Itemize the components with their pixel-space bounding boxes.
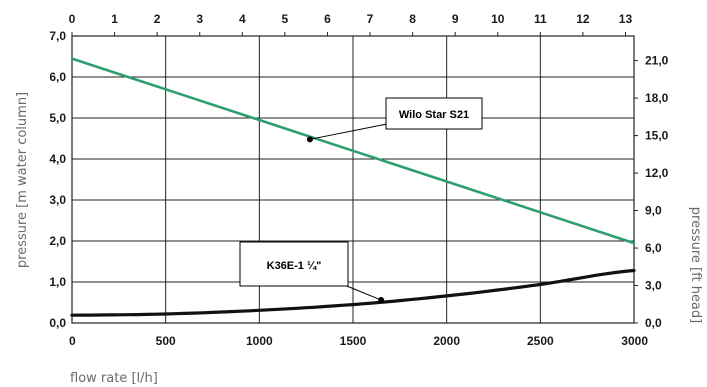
callout-leader-wilo (309, 122, 393, 140)
top-tick-label: 4 (239, 12, 246, 26)
y-tick-label: 0,0 (49, 316, 66, 330)
x-tick-label: 2500 (527, 334, 554, 348)
top-tick-label: 0 (69, 12, 76, 26)
plot-frame (71, 35, 635, 324)
right-tick-label: 9,0 (645, 204, 662, 218)
y-tick-label: 3,0 (49, 193, 66, 207)
top-tick-label: 12 (576, 12, 590, 26)
top-tick-label: 3 (196, 12, 203, 26)
x-tick-label: 0 (69, 334, 76, 348)
top-axis: 0 1 2 3 4 5 6 7 8 9 10 11 12 13 (69, 12, 633, 36)
y-axis-right-title: pressure [ft head] (688, 207, 703, 323)
callout-leader-k36e (341, 283, 382, 301)
top-tick-label: 10 (491, 12, 505, 26)
right-tick-label: 3,0 (645, 279, 662, 293)
callout-label-k36e: K36E-1 ¼" (267, 260, 322, 272)
callouts: Wilo Star S21 K36E-1 ¼" (239, 97, 483, 304)
series-line-wilo (70, 57, 636, 245)
x-axis-title: flow rate [l/h] (70, 371, 158, 386)
callout-box-wilo (385, 97, 483, 130)
callout-box-k36e (239, 241, 349, 287)
y-tick-label: 4,0 (49, 152, 66, 166)
y-axis-left-title: pressure [m water column] (15, 92, 30, 268)
top-tick-label: 6 (324, 12, 331, 26)
right-tick-label: 15,0 (645, 129, 669, 143)
top-tick-label: 9 (452, 12, 459, 26)
y-tick-label: 6,0 (49, 70, 66, 84)
x-tick-label: 2000 (433, 334, 460, 348)
top-tick-label: 13 (619, 12, 633, 26)
y-tick-label: 7,0 (49, 29, 66, 43)
top-tick-label: 11 (534, 12, 547, 26)
callout-dot-k36e (378, 297, 385, 304)
top-tick-label: 8 (409, 12, 416, 26)
right-tick-label: 0,0 (645, 316, 662, 330)
top-tick-label: 5 (282, 12, 289, 26)
grid (71, 35, 635, 324)
x-tick-label: 3000 (621, 334, 648, 348)
right-tick-label: 21,0 (645, 54, 669, 68)
left-axis: 0,0 1,0 2,0 3,0 4,0 5,0 6,0 7,0 (49, 29, 66, 330)
y-tick-label: 5,0 (49, 111, 66, 125)
y-tick-label: 1,0 (49, 275, 66, 289)
top-tick-label: 7 (367, 12, 374, 26)
x-tick-label: 1500 (340, 334, 367, 348)
right-tick-label: 18,0 (645, 91, 669, 105)
y-tick-label: 2,0 (49, 234, 66, 248)
series-line-k36e (70, 268, 636, 317)
top-tick-label: 2 (154, 12, 161, 26)
callout-dot-wilo (306, 136, 313, 143)
x-tick-label: 500 (156, 334, 176, 348)
right-tick-label: 12,0 (645, 166, 669, 180)
right-tick-label: 6,0 (645, 241, 662, 255)
right-axis: 0,0 3,0 6,0 9,0 12,0 15,0 18,0 21,0 (634, 54, 669, 330)
top-tick-label: 1 (111, 12, 118, 26)
bottom-axis: 0 500 1000 1500 2000 2500 3000 (69, 334, 648, 348)
series-lines (70, 57, 636, 317)
x-tick-label: 1000 (246, 334, 273, 348)
callout-label-wilo: Wilo Star S21 (399, 109, 469, 121)
